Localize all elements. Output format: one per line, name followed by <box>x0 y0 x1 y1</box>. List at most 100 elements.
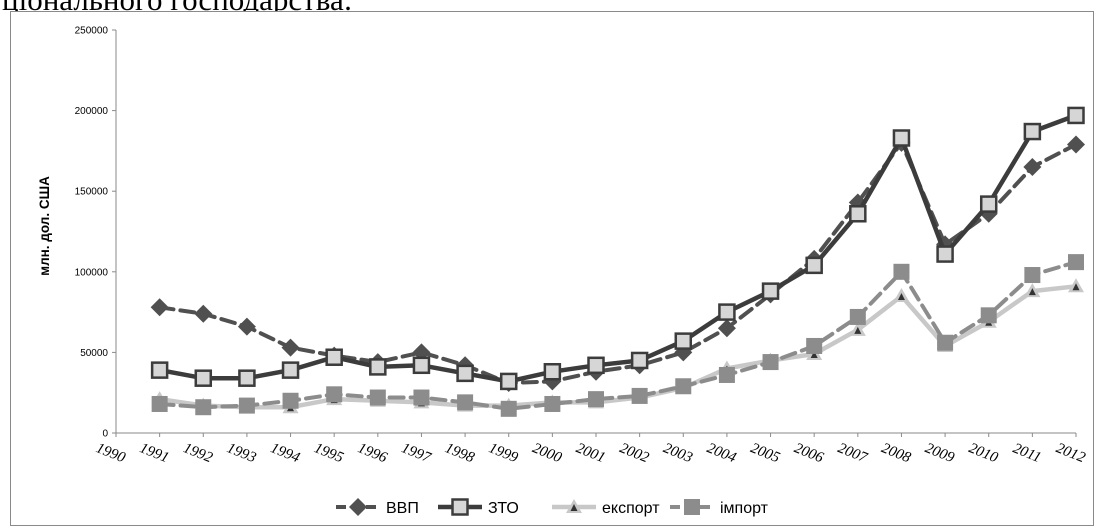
series-2-point <box>281 361 300 379</box>
y-tick-label: 50000 <box>80 348 108 359</box>
series-2-point <box>630 351 649 370</box>
series-4-point <box>762 354 779 371</box>
series-4-point <box>980 307 997 324</box>
x-axis-ticks: 1990 1991 1992 1993 1994 1995 1996 1997 1998 1999… <box>94 433 1088 467</box>
series-4-point <box>937 334 954 351</box>
x-tick-label: 2005 <box>748 440 782 466</box>
series-4-point <box>369 389 386 406</box>
series-1-point <box>237 317 256 336</box>
y-axis-label: млн. дол. США <box>37 176 52 276</box>
series-3-line <box>157 284 1079 410</box>
x-tick-label: 1991 <box>137 440 171 466</box>
series-1-point <box>281 338 300 357</box>
x-tick-label: 2000 <box>530 440 564 466</box>
series-2-point <box>849 205 867 223</box>
y-tick-label: 250000 <box>75 26 109 37</box>
y-tick-label: 150000 <box>75 187 109 198</box>
series-4-point <box>1024 267 1041 284</box>
series-2-point <box>892 129 911 147</box>
series-2-point <box>238 369 256 387</box>
series-2-point <box>456 364 474 383</box>
x-tick-label: 1992 <box>181 440 215 466</box>
series-1-point <box>1067 135 1085 154</box>
series-2-point <box>1067 106 1085 125</box>
series-3-point <box>1024 283 1041 298</box>
legend-swatch-marker <box>349 498 367 516</box>
series-2-point <box>979 195 998 213</box>
series-2-point <box>936 245 954 263</box>
series-4-point <box>806 337 823 354</box>
series-3-point <box>849 321 866 336</box>
series-3-point-inner <box>854 326 862 334</box>
series-2-line <box>157 113 1079 384</box>
series-4-point <box>500 400 517 417</box>
series-2-point <box>194 369 213 387</box>
y-tick-label: 0 <box>102 429 108 440</box>
x-tick-label: 2006 <box>792 440 826 466</box>
legend-item: імпорт <box>670 499 769 517</box>
series-2-point <box>369 358 387 376</box>
series-4-point <box>544 395 561 412</box>
legend-swatch-marker <box>451 498 469 516</box>
series-4-point <box>631 387 648 404</box>
series-3-point-inner <box>1072 283 1080 291</box>
series-4-point <box>282 392 299 409</box>
legend-label: імпорт <box>720 500 769 517</box>
series-3-point <box>1068 278 1084 293</box>
legend-swatch-marker <box>566 499 582 513</box>
x-tick-label: 2008 <box>879 440 913 466</box>
x-tick-label: 1999 <box>486 440 520 466</box>
series-2-point <box>805 256 823 275</box>
legend-item: ВВП <box>336 498 419 517</box>
x-tick-label: 2011 <box>1010 440 1043 466</box>
x-tick-label: 1993 <box>225 440 259 466</box>
y-tick-label: 200000 <box>75 106 109 117</box>
series-2-point <box>718 303 736 321</box>
series-2-point <box>761 282 780 300</box>
series-2-point <box>543 362 562 381</box>
series-4-point <box>413 389 430 406</box>
x-tick-label: 2009 <box>923 440 957 466</box>
series-4-point <box>849 308 866 325</box>
series-4-point <box>893 263 910 280</box>
legend-swatch-marker-inner <box>570 504 578 511</box>
series-1-point <box>194 304 213 323</box>
series-4-point <box>151 395 168 412</box>
series-4 <box>151 254 1084 417</box>
series-2-point <box>587 356 605 375</box>
series-2-point <box>325 348 343 366</box>
x-tick-label: 2012 <box>1054 440 1088 466</box>
series-2 <box>150 106 1085 391</box>
series-3-point-inner <box>810 351 818 359</box>
series-1-point <box>1023 158 1042 177</box>
series-4-point <box>195 399 212 416</box>
x-tick-label: 2001 <box>574 440 608 466</box>
series-4-point <box>238 397 255 414</box>
x-tick-label: 1998 <box>443 440 477 466</box>
series-4-point <box>675 378 692 395</box>
x-tick-label: 2007 <box>835 440 870 467</box>
series-2-point <box>1023 122 1042 141</box>
x-tick-label: 1997 <box>399 440 434 467</box>
series-4-point <box>326 386 343 403</box>
legend-label: експорт <box>602 500 660 517</box>
chart-series <box>150 106 1085 417</box>
series-4-point <box>588 391 604 408</box>
legend-label: ЗТО <box>488 500 519 517</box>
chart-legend: ВВП ЗТО експорт імпорт <box>336 498 769 517</box>
series-1-point <box>717 319 736 338</box>
x-tick-label: 2004 <box>705 440 739 466</box>
series-4-line <box>157 260 1078 411</box>
x-tick-label: 2003 <box>661 440 695 466</box>
series-2-point <box>499 372 518 391</box>
series-3-point-inner <box>897 292 905 300</box>
series-4-point <box>457 394 474 411</box>
x-tick-label: 1995 <box>312 440 346 466</box>
y-axis-ticks: 0 50000 100000 150000 200000 250000 <box>75 26 116 440</box>
x-tick-label: 1990 <box>94 440 128 466</box>
chart-frame <box>10 11 1094 526</box>
legend-item: ЗТО <box>438 498 519 517</box>
legend-item: експорт <box>552 499 660 517</box>
series-4-point <box>718 366 735 383</box>
